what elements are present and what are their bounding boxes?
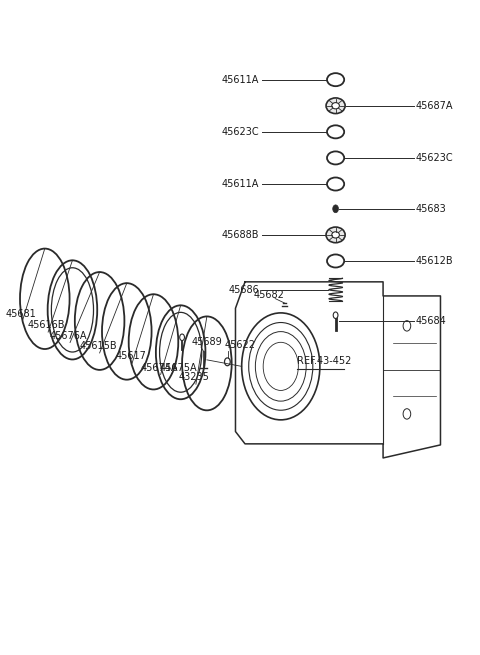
Text: 45674A: 45674A (141, 362, 178, 373)
Ellipse shape (326, 98, 345, 113)
Text: 45611A: 45611A (222, 179, 259, 189)
Text: 45622: 45622 (225, 340, 256, 350)
Text: 45616B: 45616B (28, 320, 65, 330)
Text: 45623C: 45623C (222, 127, 259, 137)
Text: 45611A: 45611A (222, 75, 259, 84)
Text: REF.43-452: REF.43-452 (298, 356, 352, 366)
Text: 45684: 45684 (416, 316, 446, 326)
Text: 45623C: 45623C (416, 153, 453, 163)
Text: 43235: 43235 (179, 372, 210, 383)
Text: 45686: 45686 (228, 285, 259, 295)
Ellipse shape (326, 227, 345, 243)
Text: 45676A: 45676A (50, 331, 87, 341)
Circle shape (180, 334, 184, 341)
Text: 45675A: 45675A (159, 364, 197, 373)
Circle shape (333, 312, 338, 318)
Text: 45683: 45683 (416, 204, 446, 214)
Text: 45682: 45682 (254, 290, 285, 300)
Text: 45687A: 45687A (416, 101, 453, 111)
Text: 45688B: 45688B (222, 230, 259, 240)
Text: 45689: 45689 (192, 337, 222, 346)
Text: 45617: 45617 (115, 352, 146, 362)
Ellipse shape (332, 103, 339, 109)
Circle shape (333, 205, 338, 213)
Text: 45681: 45681 (6, 309, 36, 319)
Text: 45615B: 45615B (79, 341, 117, 351)
Text: 45612B: 45612B (416, 256, 453, 266)
Ellipse shape (332, 232, 339, 238)
